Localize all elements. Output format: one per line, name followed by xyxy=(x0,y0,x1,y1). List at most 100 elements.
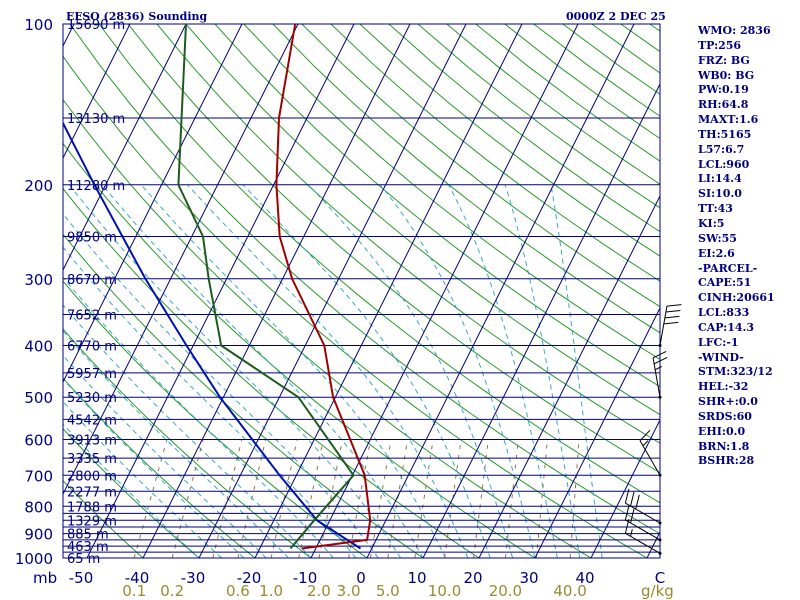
index-value: LCL:960 xyxy=(698,157,750,171)
moist-adiabat-line xyxy=(68,184,402,558)
wind-barb-base xyxy=(658,521,662,525)
index-value: SHR+:0.0 xyxy=(698,395,758,409)
mixing-ratio-label: 0.6 xyxy=(226,582,250,600)
index-value: LI:14.4 xyxy=(698,172,742,186)
wind-barb-staff xyxy=(625,532,661,554)
index-value: MAXT:1.6 xyxy=(698,113,759,127)
height-labels: 15690 m 13130 m 11280 m 9850 m 8670 m 7652 m 6… xyxy=(67,18,125,567)
mixing-ratio-label: 3.0 xyxy=(337,582,361,600)
temperature-tick-label: 30 xyxy=(519,569,538,587)
height-label: 5957 m xyxy=(67,367,117,382)
index-value: -PARCEL- xyxy=(698,261,758,275)
index-value: RH:64.8 xyxy=(698,98,749,112)
moist-adiabat-line xyxy=(448,184,558,558)
dry-adiabats xyxy=(63,24,660,558)
index-value: KI:5 xyxy=(698,216,725,230)
index-value: SI:10.0 xyxy=(698,187,742,201)
isotherm-line xyxy=(422,82,660,558)
pressure-tick-label: 300 xyxy=(24,271,53,289)
mixing-ratio-unit-label: g/kg xyxy=(641,582,674,600)
wind-barb-flag xyxy=(666,304,682,307)
isotherm-line xyxy=(86,24,355,558)
temperature-tick-label: 0 xyxy=(356,569,366,587)
pressure-tick-label: 1000 xyxy=(15,550,53,568)
index-value: PW:0.19 xyxy=(698,83,749,97)
isotherm-line xyxy=(0,24,18,558)
mixing-ratio-line xyxy=(212,439,243,558)
index-value: SW:55 xyxy=(698,231,737,245)
height-label: 2277 m xyxy=(67,485,117,500)
isotherm-line xyxy=(478,194,660,558)
wind-barb-flag xyxy=(630,508,635,524)
mixing-ratio-label: 1.0 xyxy=(259,582,283,600)
wind-barb-flag xyxy=(639,429,651,441)
chart-title: EFSO (2836) Sounding xyxy=(66,10,208,23)
mixing-ratio-label: 40.0 xyxy=(553,582,586,600)
pressure-tick-label: 100 xyxy=(24,16,53,34)
index-value: SRDS:60 xyxy=(698,409,752,423)
isotherm-line xyxy=(142,24,411,558)
isotherm-line xyxy=(254,24,523,558)
index-value: TP:256 xyxy=(698,38,742,52)
pressure-unit-label: mb xyxy=(33,569,57,587)
index-value: WMO: 2836 xyxy=(698,24,771,37)
indices-panel: WMO: 2836 TP:256 FRZ: BG WB0: BG PW:0.19 RH:6… xyxy=(698,24,798,469)
wind-barb-flag xyxy=(624,488,630,504)
height-label: 3335 m xyxy=(67,452,117,467)
temperature-tick-label: 40 xyxy=(575,569,594,587)
index-value: TH:5165 xyxy=(698,127,752,141)
mixing-ratio-label: 20.0 xyxy=(489,582,522,600)
mixing-ratio-label: 2.0 xyxy=(307,582,331,600)
wind-barb-half-flag xyxy=(630,529,633,537)
mixing-ratio-label: 10.0 xyxy=(428,582,461,600)
height-label: 9850 m xyxy=(67,231,117,246)
wind-barb-flag xyxy=(624,505,630,521)
index-value: L57:6.7 xyxy=(698,142,745,156)
moist-adiabat-line xyxy=(102,184,424,558)
mixing-ratio-label: 0.2 xyxy=(160,582,184,600)
wind-barb-base xyxy=(658,551,662,555)
height-label: 463 m xyxy=(67,540,109,555)
index-value: BRN:1.8 xyxy=(698,439,750,453)
wind-barb-staff xyxy=(639,440,661,476)
wind-barb-staff xyxy=(652,357,661,398)
moist-adiabat-line xyxy=(187,184,469,558)
wind-barb-flag xyxy=(653,356,668,365)
dewpoint-trace xyxy=(177,24,355,550)
pressure-tick-label: 600 xyxy=(24,432,53,450)
temperature-tick-label: -50 xyxy=(69,569,94,587)
pressure-labels: 100 200 300 400 500 600 700 800 900 1000 xyxy=(15,16,53,568)
isotherm-line xyxy=(63,24,131,160)
temperature-tick-label: 20 xyxy=(463,569,482,587)
sounding-profiles xyxy=(63,24,372,550)
height-label: 1788 m xyxy=(67,500,117,515)
mixing-ratio-line xyxy=(318,439,343,558)
mixing-ratio-label: 0.1 xyxy=(122,582,146,600)
temperature-tick-label: -10 xyxy=(293,569,318,587)
index-value: CINH:20661 xyxy=(698,291,775,305)
wind-barb-flag xyxy=(630,491,635,507)
mixing-ratio-labels: 0.1 0.2 0.6 1.0 2.0 3.0 5.0 10.0 20.0 40.0 xyxy=(122,582,587,600)
isotherm-line xyxy=(534,306,660,558)
temperature-tick-label: -30 xyxy=(181,569,206,587)
isotherm-line xyxy=(63,24,187,272)
index-value: STM:323/12 xyxy=(698,365,773,379)
pressure-tick-label: 400 xyxy=(24,338,53,356)
index-value: EI:2.6 xyxy=(698,246,735,260)
index-value: LFC:-1 xyxy=(698,335,739,349)
index-value: EHI:0.0 xyxy=(698,424,746,438)
height-label: 15690 m xyxy=(67,18,125,33)
temperature-tick-label: -20 xyxy=(237,569,262,587)
mixing-ratio-line xyxy=(171,439,204,558)
index-value: HEL:-32 xyxy=(698,380,749,394)
height-label: 65 m xyxy=(67,552,100,567)
mixing-ratio-line xyxy=(387,439,409,558)
index-value: WB0: BG xyxy=(698,68,755,82)
mixing-ratio-line xyxy=(237,439,267,558)
height-label: 7652 m xyxy=(67,309,117,324)
wind-barb-base xyxy=(658,473,662,477)
height-label: 2800 m xyxy=(67,469,117,484)
wind-barb-flag xyxy=(652,351,667,359)
moist-adiabat-line xyxy=(63,304,312,558)
wind-barb-base xyxy=(658,395,662,399)
